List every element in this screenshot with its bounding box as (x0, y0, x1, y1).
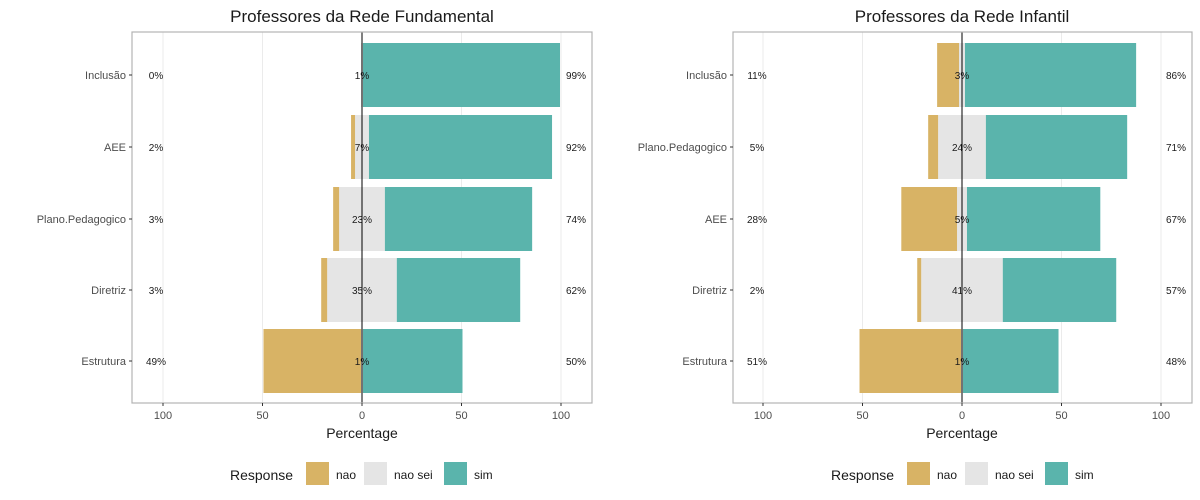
legend-swatch-sim (444, 462, 467, 485)
category-label: Estrutura (682, 356, 728, 368)
chart-title: Professores da Rede Infantil (855, 7, 1070, 26)
center-pct-label: 23% (352, 215, 372, 226)
legend-swatch-nao-sei (364, 462, 387, 485)
left-pct-label: 11% (747, 71, 766, 82)
right-pct-label: 50% (566, 357, 586, 368)
left-pct-label: 2% (750, 286, 765, 297)
legend-title: Response (230, 467, 293, 483)
bar-nao (917, 258, 922, 322)
center-pct-label: 1% (955, 357, 970, 368)
bar-nao (901, 187, 958, 251)
category-label: AEE (705, 214, 727, 226)
legend-label: nao (937, 468, 957, 482)
right-pct-label: 62% (566, 286, 586, 297)
bar-nao (321, 258, 328, 322)
chart-panel-2: Inclusão 11% 3% 86% Plano.Pedagogico 5% 24% 71%… (638, 7, 1193, 485)
bar-sim (368, 115, 553, 179)
bar-sim (964, 43, 1137, 107)
right-pct-label: 99% (566, 71, 586, 82)
center-pct-label: 24% (952, 143, 972, 154)
center-pct-label: 1% (355, 71, 370, 82)
left-pct-label: 51% (747, 357, 767, 368)
bar-sim (962, 329, 1059, 393)
legend-title: Response (831, 467, 894, 483)
x-tick-label: 0 (359, 410, 365, 422)
center-pct-label: 3% (955, 71, 970, 82)
right-pct-label: 92% (566, 143, 586, 154)
category-label: AEE (104, 142, 126, 154)
category-label: Inclusão (85, 70, 126, 82)
bar-sim (396, 258, 521, 322)
right-pct-label: 74% (566, 215, 586, 226)
bar-nao (937, 43, 960, 107)
right-pct-label: 86% (1166, 71, 1186, 82)
bar-nao (928, 115, 939, 179)
bar-sim (362, 329, 463, 393)
x-tick-label: 0 (959, 410, 965, 422)
bar-sim (985, 115, 1128, 179)
bar-sim (966, 187, 1101, 251)
x-axis-title: Percentage (926, 425, 998, 441)
category-label: Estrutura (81, 356, 127, 368)
bar-sim (1002, 258, 1117, 322)
legend: Response nao nao sei sim (230, 462, 493, 485)
right-pct-label: 48% (1166, 357, 1186, 368)
legend-label: nao sei (394, 468, 433, 482)
legend-swatch-nao-sei (965, 462, 988, 485)
center-pct-label: 41% (952, 286, 972, 297)
center-pct-label: 1% (355, 357, 370, 368)
left-pct-label: 5% (750, 143, 765, 154)
bar-sim (362, 43, 561, 107)
legend-swatch-sim (1045, 462, 1068, 485)
x-axis-title: Percentage (326, 425, 398, 441)
center-pct-label: 5% (955, 215, 970, 226)
x-tick-label: 100 (154, 410, 172, 422)
x-tick-label: 50 (256, 410, 268, 422)
right-pct-label: 71% (1166, 143, 1186, 154)
category-label: Diretriz (692, 285, 727, 297)
left-pct-label: 3% (149, 286, 164, 297)
bar-sim (384, 187, 533, 251)
category-label: Plano.Pedagogico (37, 214, 126, 226)
category-label: Diretriz (91, 285, 126, 297)
x-tick-label: 100 (1152, 410, 1170, 422)
bar-nao (263, 329, 362, 393)
legend-label: nao sei (995, 468, 1034, 482)
legend-label: sim (1075, 468, 1094, 482)
chart-panel-1: Inclusão 0% 1% 99% AEE 2% 7% 92% Plano.Pedagogic… (37, 7, 593, 485)
legend-swatch-nao (907, 462, 930, 485)
legend: Response nao nao sei sim (831, 462, 1094, 485)
left-pct-label: 3% (149, 215, 164, 226)
x-tick-label: 50 (455, 410, 467, 422)
x-tick-label: 50 (1055, 410, 1067, 422)
chart-title: Professores da Rede Fundamental (230, 7, 494, 26)
right-pct-label: 67% (1166, 215, 1186, 226)
bar-nao (351, 115, 356, 179)
center-pct-label: 35% (352, 286, 372, 297)
left-pct-label: 0% (149, 71, 164, 82)
x-tick-label: 100 (754, 410, 772, 422)
legend-swatch-nao (306, 462, 329, 485)
legend-label: sim (474, 468, 493, 482)
legend-label: nao (336, 468, 356, 482)
category-label: Inclusão (686, 70, 727, 82)
x-tick-label: 50 (856, 410, 868, 422)
bar-nao (859, 329, 962, 393)
right-pct-label: 57% (1166, 286, 1186, 297)
center-pct-label: 7% (355, 143, 370, 154)
x-tick-label: 100 (552, 410, 570, 422)
left-pct-label: 49% (146, 357, 166, 368)
category-label: Plano.Pedagogico (638, 142, 727, 154)
bar-nao (333, 187, 340, 251)
left-pct-label: 2% (149, 143, 164, 154)
left-pct-label: 28% (747, 215, 767, 226)
